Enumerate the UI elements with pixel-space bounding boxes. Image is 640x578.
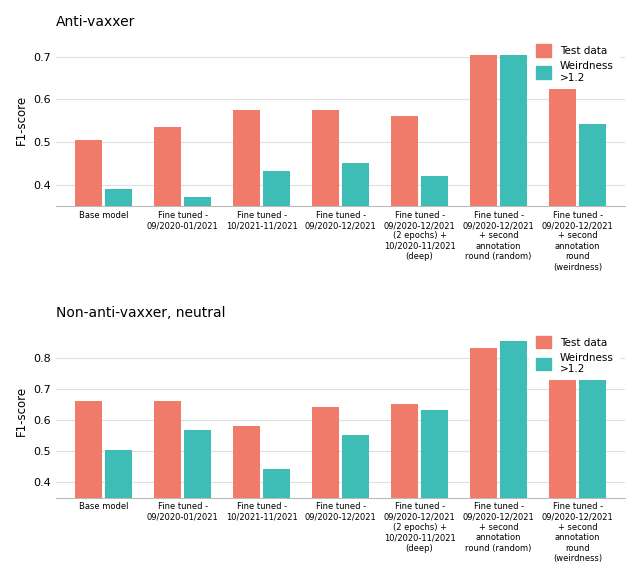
Bar <box>263 469 291 578</box>
Bar <box>105 450 132 578</box>
Bar <box>342 435 369 578</box>
Bar <box>312 110 339 357</box>
Bar <box>312 407 339 578</box>
Legend: Test data, Weirdness
>1.2: Test data, Weirdness >1.2 <box>529 38 620 89</box>
Text: Non-anti-vaxxer, neutral: Non-anti-vaxxer, neutral <box>56 306 226 320</box>
Bar <box>548 373 577 578</box>
Bar <box>342 163 369 357</box>
Bar <box>75 140 102 357</box>
Bar <box>154 401 181 578</box>
Bar <box>579 124 607 357</box>
Legend: Test data, Weirdness
>1.2: Test data, Weirdness >1.2 <box>529 329 620 380</box>
Bar <box>391 116 419 357</box>
Bar <box>184 197 211 357</box>
Bar <box>105 190 132 357</box>
Y-axis label: F1-score: F1-score <box>15 386 28 436</box>
Bar <box>263 171 291 357</box>
Bar <box>233 426 260 578</box>
Bar <box>420 410 449 578</box>
Bar <box>470 349 497 578</box>
Bar <box>233 110 260 357</box>
Bar <box>420 176 449 357</box>
Bar <box>579 373 607 578</box>
Bar <box>500 342 527 578</box>
Bar <box>154 127 181 357</box>
Text: Anti-vaxxer: Anti-vaxxer <box>56 15 136 29</box>
Bar <box>391 404 419 578</box>
Bar <box>184 429 211 578</box>
Bar <box>75 401 102 578</box>
Y-axis label: F1-score: F1-score <box>15 95 28 144</box>
Bar <box>500 55 527 357</box>
Bar <box>548 88 577 357</box>
Bar <box>470 55 497 357</box>
